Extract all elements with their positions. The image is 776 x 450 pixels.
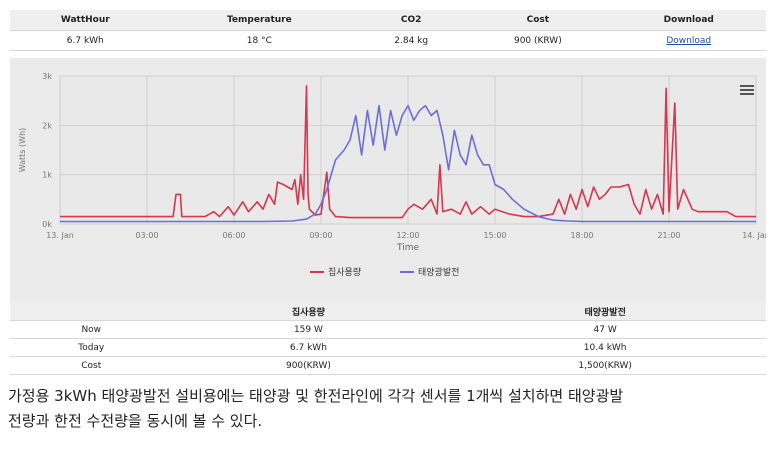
- x-tick-label: 13. Jan: [46, 231, 74, 240]
- table-row: Cost 900(KRW) 1,500(KRW): [10, 356, 766, 375]
- stats-table: 집사용량 태양광발전 Now 159 W 47 W Today 6.7 kWh …: [10, 302, 766, 375]
- series-line-1: [60, 85, 756, 219]
- summary-value-watthour: 6.7 kWh: [10, 30, 161, 51]
- power-chart-svg: 0k 1k 2k 3k 13. Jan 03:00 06:00 09:00 12:00 15:00…: [18, 72, 766, 278]
- stats-solar-value: 47 W: [444, 320, 766, 339]
- summary-value-cost: 900 (KRW): [464, 30, 612, 51]
- caption-line-2: 전량과 한전 수전량을 동시에 볼 수 있다.: [8, 412, 263, 430]
- summary-header-temperature: Temperature: [160, 10, 359, 31]
- stats-header-solar: 태양광발전: [444, 302, 766, 321]
- y-axis-title: Watts (Wh): [18, 128, 27, 173]
- x-tick-label: 21:00: [657, 231, 680, 240]
- caption-line-1: 가정용 3kWh 태양광발전 설비용에는 태양광 및 한전라인에 각각 센서를 …: [8, 387, 624, 405]
- stats-row-label: Now: [10, 320, 173, 339]
- stats-row-label: Cost: [10, 356, 173, 375]
- x-tick-label: 18:00: [570, 231, 593, 240]
- stats-usage-value: 900(KRW): [172, 356, 445, 375]
- summary-header-watthour: WattHour: [10, 10, 161, 31]
- y-tick-label: 0k: [42, 220, 52, 229]
- summary-header-download: Download: [611, 10, 766, 31]
- series-line-2: [60, 104, 756, 223]
- x-tick-label: 15:00: [483, 231, 506, 240]
- summary-value-co2: 2.84 kg: [358, 30, 465, 51]
- download-link[interactable]: Download: [666, 35, 712, 46]
- summary-table: WattHour Temperature CO2 Cost Download 6…: [10, 10, 766, 51]
- x-tick-label: 12:00: [396, 231, 419, 240]
- summary-value-temperature: 18 °C: [160, 30, 359, 51]
- chart-menu-icon[interactable]: [740, 85, 754, 97]
- table-row: Now 159 W 47 W: [10, 320, 766, 339]
- table-row: Today 6.7 kWh 10.4 kWh: [10, 338, 766, 357]
- x-tick-label: 09:00: [309, 231, 332, 240]
- stats-header-blank: [10, 302, 173, 321]
- y-tick-label: 2k: [42, 121, 52, 130]
- summary-header-cost: Cost: [464, 10, 612, 31]
- stats-solar-value: 1,500(KRW): [444, 356, 766, 375]
- x-tick-label: 03:00: [135, 231, 158, 240]
- x-tick-label: 14. Jan: [742, 231, 766, 240]
- stats-solar-value: 10.4 kWh: [444, 338, 766, 357]
- x-tick-label: 06:00: [222, 231, 245, 240]
- x-axis-title: Time: [396, 243, 419, 253]
- legend-label-1: 집사용량: [328, 266, 361, 278]
- stats-usage-value: 159 W: [172, 320, 445, 339]
- summary-header-co2: CO2: [358, 10, 465, 31]
- y-tick-label: 1k: [42, 171, 52, 180]
- power-chart: 0k 1k 2k 3k 13. Jan 03:00 06:00 09:00 12:00 15:00…: [10, 58, 766, 308]
- stats-header-usage: 집사용량: [172, 302, 445, 321]
- caption: 가정용 3kWh 태양광발전 설비용에는 태양광 및 한전라인에 각각 센서를 …: [8, 384, 768, 434]
- energy-dashboard: WattHour Temperature CO2 Cost Download 6…: [10, 10, 766, 375]
- summary-cell-download: Download: [611, 30, 766, 51]
- stats-usage-value: 6.7 kWh: [172, 338, 445, 357]
- y-tick-label: 3k: [42, 72, 52, 81]
- stats-row-label: Today: [10, 338, 173, 357]
- legend-label-2: 태양광발전: [418, 266, 459, 278]
